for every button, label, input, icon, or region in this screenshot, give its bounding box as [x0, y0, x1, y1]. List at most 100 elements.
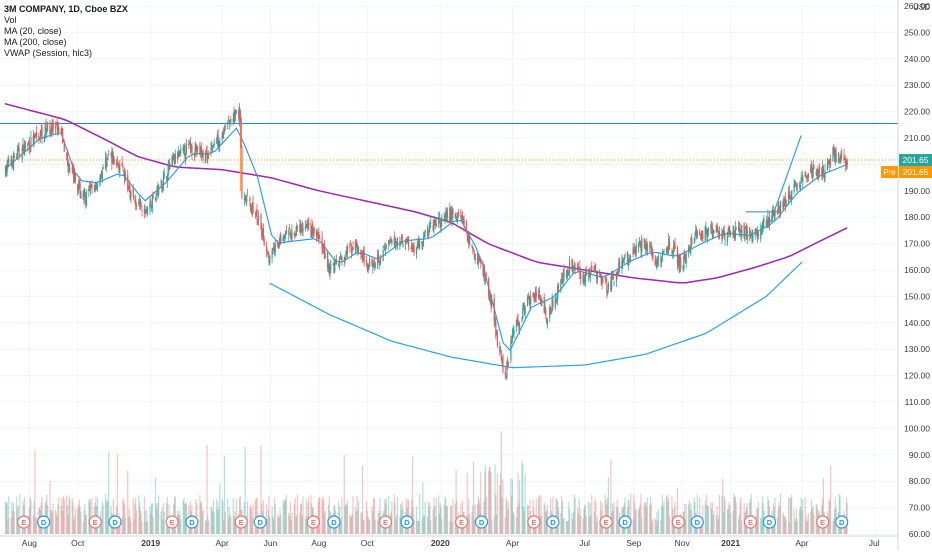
volume-bar: [277, 516, 280, 534]
candle-body: [433, 223, 435, 230]
candle-body: [467, 236, 469, 243]
volume-bar: [315, 521, 318, 534]
candle-body: [483, 269, 485, 276]
event-badge-label: D: [331, 518, 337, 527]
volume-bar: [373, 498, 376, 534]
volume-bar: [377, 512, 379, 534]
candle-body: [291, 229, 293, 239]
candle-body: [189, 142, 191, 150]
candle-body: [261, 226, 263, 238]
volume-bar: [666, 494, 668, 534]
candle-body: [406, 239, 408, 242]
legend-ma200[interactable]: MA (200, close): [4, 37, 67, 47]
breakout-trendline: [769, 135, 802, 223]
candle-body: [207, 156, 209, 158]
candle-body: [672, 246, 675, 253]
y-tick-label: 240.00: [904, 54, 930, 64]
candle-body: [519, 323, 521, 329]
volume-bar: [799, 508, 801, 534]
volume-bar: [729, 505, 731, 534]
candle-body: [757, 232, 759, 236]
volume-bar: [7, 518, 9, 534]
candle-body: [461, 218, 463, 221]
candle-body: [324, 255, 326, 258]
candle-body: [561, 278, 563, 283]
volume-bar: [357, 500, 360, 534]
y-tick-label: 60.00: [909, 529, 931, 539]
volume-bar: [66, 495, 68, 534]
candle-body: [328, 264, 330, 274]
volume-bar: [128, 508, 130, 534]
volume-bar: [499, 473, 502, 534]
volume-bar: [205, 520, 207, 534]
volume-bar: [651, 521, 653, 534]
candle-body: [734, 227, 736, 239]
legend-vwap[interactable]: VWAP (Session, hlc3): [4, 48, 93, 58]
candle-body: [138, 201, 140, 204]
volume-bar: [73, 519, 75, 534]
candle-body: [432, 225, 434, 232]
candle-body: [205, 151, 207, 154]
candle-body: [243, 198, 245, 201]
volume-bar: [484, 465, 487, 534]
candle-body: [444, 216, 446, 219]
volume-bar: [324, 509, 326, 534]
volume-bar: [413, 520, 415, 534]
volume-bar: [35, 516, 38, 534]
candle-body: [68, 168, 70, 172]
candle-body: [772, 210, 775, 215]
y-tick-label: 100.00: [904, 423, 930, 433]
candle-body: [782, 201, 784, 208]
volume-bar: [46, 494, 48, 534]
pre-market-price-tag-label: 201.65: [903, 167, 929, 177]
volume-bar: [654, 518, 656, 534]
candle-body: [482, 263, 484, 275]
volume-bar: [449, 521, 451, 534]
volume-bar: [834, 497, 836, 534]
volume-bar: [449, 505, 452, 534]
candle-body: [417, 242, 419, 246]
legend-ma20[interactable]: MA (20, close): [4, 26, 62, 36]
candle-body: [695, 230, 697, 237]
candle-body: [644, 245, 646, 247]
volume-bar: [73, 516, 76, 534]
candle-body: [541, 299, 543, 305]
earnings-badge: [599, 515, 613, 529]
volume-bar: [828, 500, 830, 534]
legend-volume[interactable]: Vol: [4, 15, 17, 25]
candle-body: [818, 166, 821, 172]
volume-bar: [662, 506, 664, 534]
volume-bar: [813, 515, 815, 534]
candle-body: [795, 183, 798, 188]
candle-body: [377, 253, 379, 263]
event-badge-label: E: [459, 518, 464, 527]
candle-body: [255, 209, 257, 212]
volume-bar: [282, 500, 284, 534]
candle-body: [518, 322, 520, 327]
volume-bar: [130, 521, 132, 534]
y-tick-label: 120.00: [904, 371, 930, 381]
candle-body: [215, 142, 218, 144]
volume-bar: [494, 464, 496, 534]
candle-body: [262, 228, 264, 241]
candle-body: [804, 174, 806, 177]
candle-body: [687, 247, 690, 252]
candle-body: [822, 166, 824, 175]
candle-body: [112, 155, 115, 161]
volume-bar: [263, 521, 265, 534]
candles: [4, 103, 848, 381]
volume-bar: [151, 502, 153, 534]
candle-body: [174, 153, 176, 165]
candle-body: [266, 253, 268, 255]
candle-body: [185, 155, 187, 159]
candle-body: [449, 211, 452, 222]
volume-bar: [440, 507, 442, 534]
candle-body: [774, 209, 776, 216]
candle-body: [357, 247, 360, 249]
volume-bar: [579, 508, 581, 534]
volume-bar: [571, 512, 573, 534]
candle-body: [365, 260, 368, 263]
candle-body: [595, 270, 597, 271]
